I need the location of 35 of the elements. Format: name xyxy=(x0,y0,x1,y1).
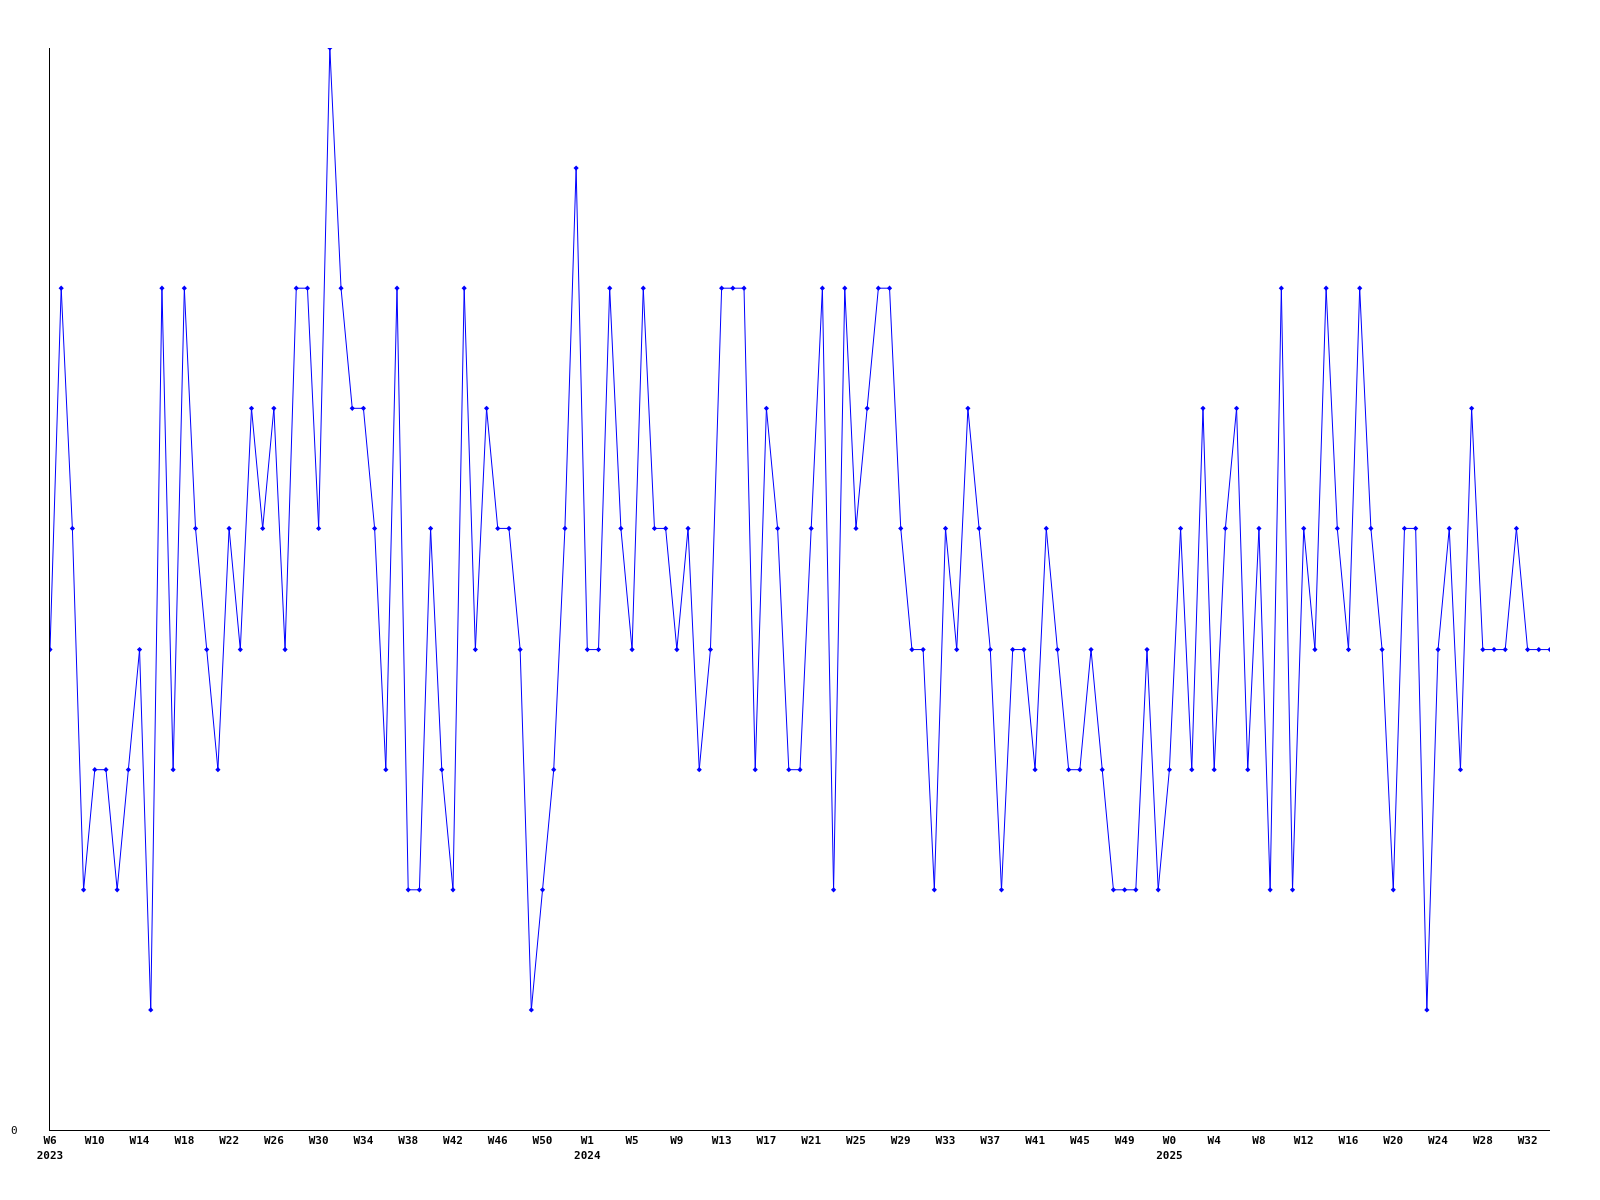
x-tick-label: W21 xyxy=(801,1134,822,1148)
x-tick-label: W5 xyxy=(625,1134,639,1148)
x-tick-label: W6 2023 xyxy=(36,1134,64,1162)
x-tick-label: W41 xyxy=(1025,1134,1046,1148)
x-tick-label: W42 xyxy=(443,1134,463,1148)
x-tick-label: W1 2024 xyxy=(574,1134,601,1162)
x-tick-label: W0 2025 xyxy=(1156,1134,1183,1162)
x-tick-label: W28 xyxy=(1472,1134,1493,1148)
x-tick-label: W45 xyxy=(1069,1134,1090,1148)
x-tick-label: W25 xyxy=(846,1134,866,1148)
x-tick-label: W26 xyxy=(263,1134,285,1148)
x-tick-label: W29 xyxy=(890,1134,911,1148)
text: 0 xyxy=(11,1124,18,1137)
x-tick-label: W14 xyxy=(129,1134,150,1148)
x-tick-label: W37 xyxy=(980,1134,1001,1148)
x-tick-label: W49 xyxy=(1114,1134,1135,1148)
x-tick-label: W20 xyxy=(1383,1134,1404,1148)
x-tick-label: W32 xyxy=(1517,1134,1538,1148)
x-tick-label: W9 xyxy=(670,1134,684,1148)
x-tick-label: W10 xyxy=(84,1134,105,1148)
x-tick-label: W22 xyxy=(219,1134,240,1148)
x-tick-label: W33 xyxy=(935,1134,956,1148)
x-tick-label: W38 xyxy=(398,1134,419,1148)
x-tick-label: W13 xyxy=(711,1134,732,1148)
x-tick-label: W50 xyxy=(532,1134,553,1148)
x-tick-label: W34 xyxy=(353,1134,374,1148)
x-tick-label: W30 xyxy=(308,1134,329,1148)
x-tick-label: W8 xyxy=(1252,1134,1266,1148)
x-tick-label: W16 xyxy=(1338,1134,1359,1148)
x-tick-label: W24 xyxy=(1428,1134,1449,1148)
x-tick-label: W46 xyxy=(487,1134,509,1148)
x-tick-label: W17 xyxy=(756,1134,777,1148)
x-tick-label: W12 xyxy=(1293,1134,1314,1148)
x-tick-label: W18 xyxy=(174,1134,195,1148)
x-tick-label: W4 xyxy=(1207,1134,1222,1148)
